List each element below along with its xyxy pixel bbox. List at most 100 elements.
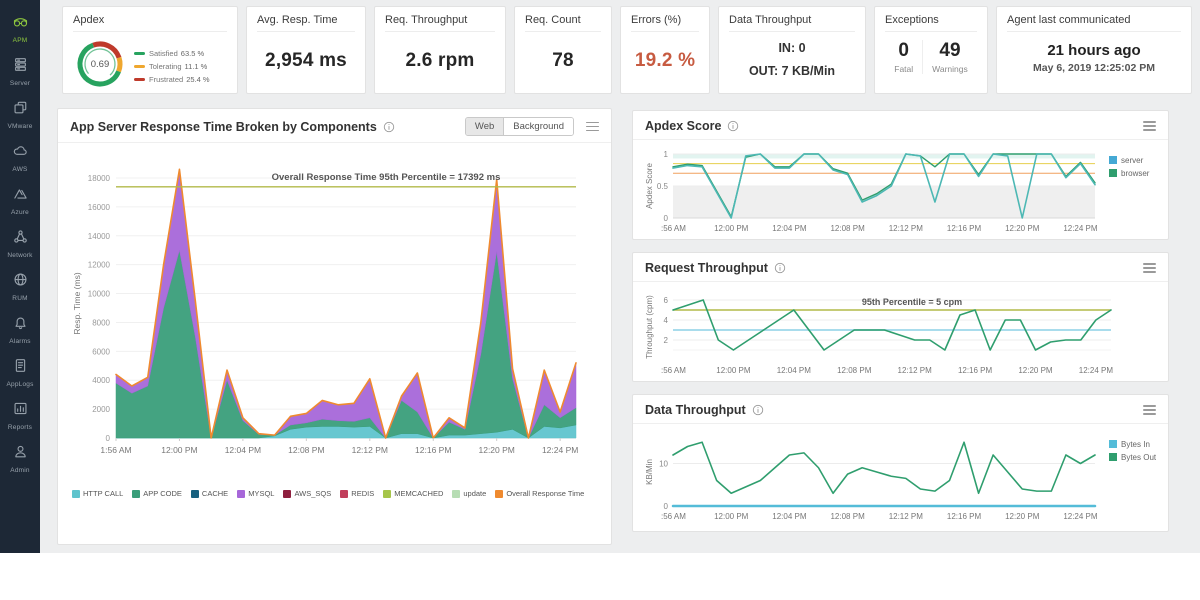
data-throughput-chart[interactable]: 0 10 KB/Min:56 AM 12:00 PM 12:04 PM 12:08 PM 1… (633, 424, 1168, 535)
menu-icon[interactable] (1143, 121, 1156, 131)
agent-value: 21 hours ago (1047, 42, 1141, 59)
azure-icon (13, 186, 28, 206)
sidebar-item-applogs[interactable]: AppLogs (0, 352, 40, 395)
svg-text::56 AM: :56 AM (661, 366, 686, 375)
rum-icon (13, 272, 28, 292)
svg-text:12:04 PM: 12:04 PM (777, 366, 812, 375)
svg-text:12:24 PM: 12:24 PM (1063, 224, 1098, 233)
svg-text:0.69: 0.69 (91, 59, 110, 70)
svg-text:12:12 PM: 12:12 PM (889, 512, 924, 521)
errors-value: 19.2 % (634, 50, 696, 71)
svg-text:12:16 PM: 12:16 PM (947, 512, 982, 521)
legend-item[interactable]: HTTP CALL (72, 489, 123, 498)
legend-item[interactable]: MEMCACHED (383, 489, 443, 498)
toggle-background-button[interactable]: Background (504, 118, 573, 135)
info-icon[interactable] (752, 404, 764, 416)
svg-text:12:00 PM: 12:00 PM (714, 224, 749, 233)
svg-text:4: 4 (664, 316, 669, 325)
legend-item[interactable]: update (452, 489, 486, 498)
menu-icon[interactable] (1143, 405, 1156, 415)
legend-item[interactable]: Overall Response Time (495, 489, 584, 498)
avg-resp-time-title: Avg. Resp. Time (257, 14, 355, 32)
sidebar-item-apm[interactable]: APM (0, 8, 40, 51)
svg-text:browser: browser (1121, 169, 1150, 178)
svg-text:12:24 PM: 12:24 PM (1079, 366, 1114, 375)
sidebar-item-label: Admin (10, 467, 30, 474)
svg-text:2000: 2000 (92, 405, 110, 414)
legend-item[interactable]: REDIS (340, 489, 374, 498)
svg-text:12:20 PM: 12:20 PM (1005, 224, 1040, 233)
legend-item[interactable]: CACHE (190, 489, 228, 498)
sidebar-item-label: AppLogs (6, 381, 34, 388)
sidebar-item-azure[interactable]: Azure (0, 180, 40, 223)
svg-text::56 AM: :56 AM (661, 224, 686, 233)
toggle-web-button[interactable]: Web (465, 118, 505, 135)
exceptions-card: Exceptions 0 Fatal 49 Warnings (874, 6, 988, 94)
svg-text:12:04 PM: 12:04 PM (772, 224, 807, 233)
svg-text:12:08 PM: 12:08 PM (288, 445, 324, 455)
svg-text:0: 0 (664, 502, 669, 511)
info-icon[interactable] (727, 120, 739, 132)
sidebar-item-vmware[interactable]: VMware (0, 94, 40, 137)
svg-text:12:12 PM: 12:12 PM (352, 445, 388, 455)
svg-text:12:04 PM: 12:04 PM (772, 512, 807, 521)
sidebar-item-admin[interactable]: Admin (0, 438, 40, 481)
svg-text:6: 6 (664, 296, 669, 305)
legend-item[interactable]: APP CODE (132, 489, 182, 498)
svg-text:12:16 PM: 12:16 PM (415, 445, 451, 455)
svg-text:server: server (1121, 156, 1144, 165)
svg-text:Throughput (cpm): Throughput (cpm) (645, 295, 654, 359)
data-throughput-chart-card: Data Throughput 0 10 KB/Min:56 AM 12:00 PM 12… (632, 394, 1169, 532)
sidebar-item-reports[interactable]: Reports (0, 395, 40, 438)
svg-text:Bytes In: Bytes In (1121, 440, 1150, 449)
sidebar-item-server[interactable]: Server (0, 51, 40, 94)
sidebar-item-label: Reports (7, 424, 33, 431)
sidebar-item-alarms[interactable]: Alarms (0, 309, 40, 352)
svg-text:12:08 PM: 12:08 PM (830, 512, 865, 521)
menu-icon[interactable] (1143, 263, 1156, 273)
agent-timestamp: May 6, 2019 12:25:02 PM (1033, 62, 1155, 74)
response-time-chart[interactable]: 0 2000 4000 6000 8000 10000 12000 14000 16000 180… (58, 143, 611, 484)
web-background-toggle: Web Background (464, 117, 574, 136)
main-chart-legend: HTTP CALL APP CODE CACHE MYSQL AWS_SQS REDIS M… (58, 484, 611, 498)
request-throughput-chart[interactable]: 2 4 6 Throughput (cpm) 95th Percentile = 5 c… (633, 282, 1168, 387)
reports-icon (13, 401, 28, 421)
exceptions-fatal-value: 0 (898, 40, 909, 61)
req-count-value: 78 (552, 50, 574, 71)
apdex-score-chart[interactable]: 0 0.5 1 Apdex Score:56 AM 12:00 PM 12:04 PM 12… (633, 140, 1168, 245)
info-icon[interactable] (774, 262, 786, 274)
main-chart-title: App Server Response Time Broken by Compo… (70, 119, 377, 134)
svg-text:12:00 PM: 12:00 PM (161, 445, 197, 455)
info-icon[interactable] (383, 121, 395, 133)
svg-text::56 AM: :56 AM (661, 512, 686, 521)
svg-text:8000: 8000 (92, 318, 110, 327)
svg-text:12:00 PM: 12:00 PM (716, 366, 751, 375)
svg-text:0: 0 (664, 214, 669, 223)
agent-card: Agent last communicated 21 hours ago May… (996, 6, 1192, 94)
legend-item[interactable]: MYSQL (237, 489, 274, 498)
sidebar-item-network[interactable]: Network (0, 223, 40, 266)
request-throughput-title: Request Throughput (645, 261, 768, 275)
vmware-icon (13, 100, 28, 120)
req-count-card: Req. Count 78 (514, 6, 612, 94)
data-throughput-card: Data Throughput IN: 0 OUT: 7 KB/Min (718, 6, 866, 94)
legend-item[interactable]: AWS_SQS (283, 489, 331, 498)
svg-text:12:24 PM: 12:24 PM (1063, 512, 1098, 521)
sidebar-item-aws[interactable]: AWS (0, 137, 40, 180)
sidebar-item-label: AWS (12, 166, 28, 173)
apdex-title: Apdex (73, 14, 227, 32)
svg-text:KB/Min: KB/Min (645, 459, 654, 485)
sidebar-item-rum[interactable]: RUM (0, 266, 40, 309)
apdex-card: Apdex 0.69 Satisfied 63.5 % Tolerating 11.1… (62, 6, 238, 94)
svg-text:12:16 PM: 12:16 PM (958, 366, 993, 375)
apdex-legend-item: Satisfied 63.5 % (134, 49, 210, 58)
exceptions-title: Exceptions (885, 14, 977, 32)
data-throughput-title: Data Throughput (729, 14, 855, 32)
svg-text:12:16 PM: 12:16 PM (947, 224, 982, 233)
apdex-legend: Satisfied 63.5 % Tolerating 11.1 % Frustrate… (134, 49, 210, 84)
apdex-score-title: Apdex Score (645, 119, 722, 133)
applogs-icon (13, 358, 28, 378)
data-throughput-in: IN: 0 (778, 41, 806, 55)
menu-icon[interactable] (586, 121, 599, 132)
network-icon (13, 229, 28, 249)
